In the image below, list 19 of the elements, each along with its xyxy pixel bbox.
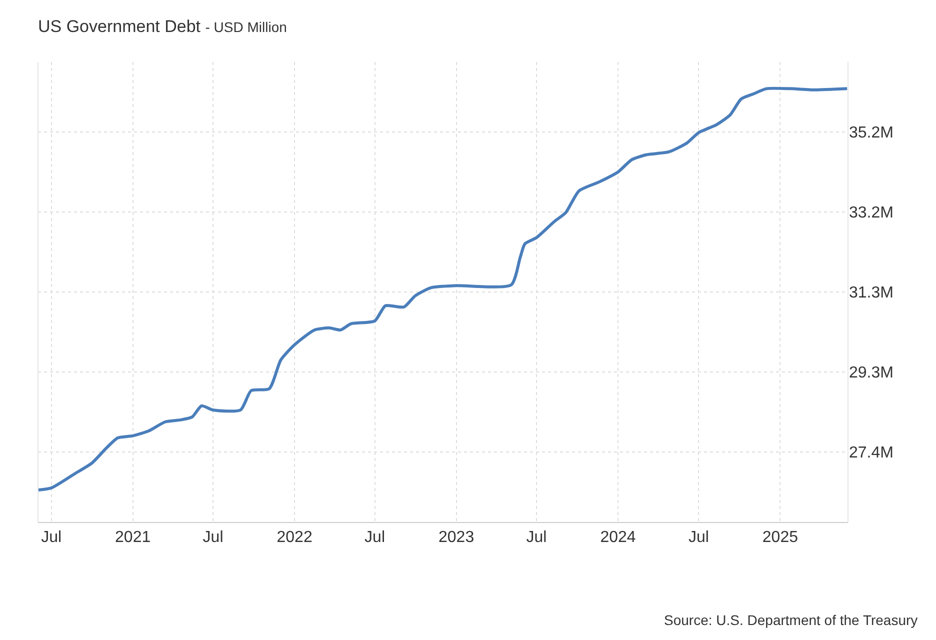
chart-title: US Government Debt xyxy=(38,16,201,36)
y-tick-label: 27.4M xyxy=(849,444,894,462)
x-tick-label: 2025 xyxy=(762,529,798,546)
x-tick-label: Jul xyxy=(202,529,224,546)
x-tick-label: 2021 xyxy=(115,529,151,546)
x-tick-label: Jul xyxy=(364,529,385,546)
chart-subtitle: - USD Million xyxy=(205,18,287,35)
x-tick-label: 2024 xyxy=(600,529,636,546)
source-note: Source: U.S. Department of the Treasury xyxy=(664,612,918,628)
y-tick-label: 29.3M xyxy=(849,364,894,382)
x-tick-label: 2023 xyxy=(438,529,474,546)
x-tick-label: Jul xyxy=(688,529,709,546)
x-tick-label: 2022 xyxy=(276,529,312,546)
x-tick-label: Jul xyxy=(41,529,62,546)
line-series xyxy=(38,86,848,492)
y-tick-label: 31.3M xyxy=(849,284,894,302)
y-tick-label: 33.2M xyxy=(849,204,894,222)
y-tick-label: 35.2M xyxy=(849,124,894,142)
x-tick-label: Jul xyxy=(526,529,547,546)
